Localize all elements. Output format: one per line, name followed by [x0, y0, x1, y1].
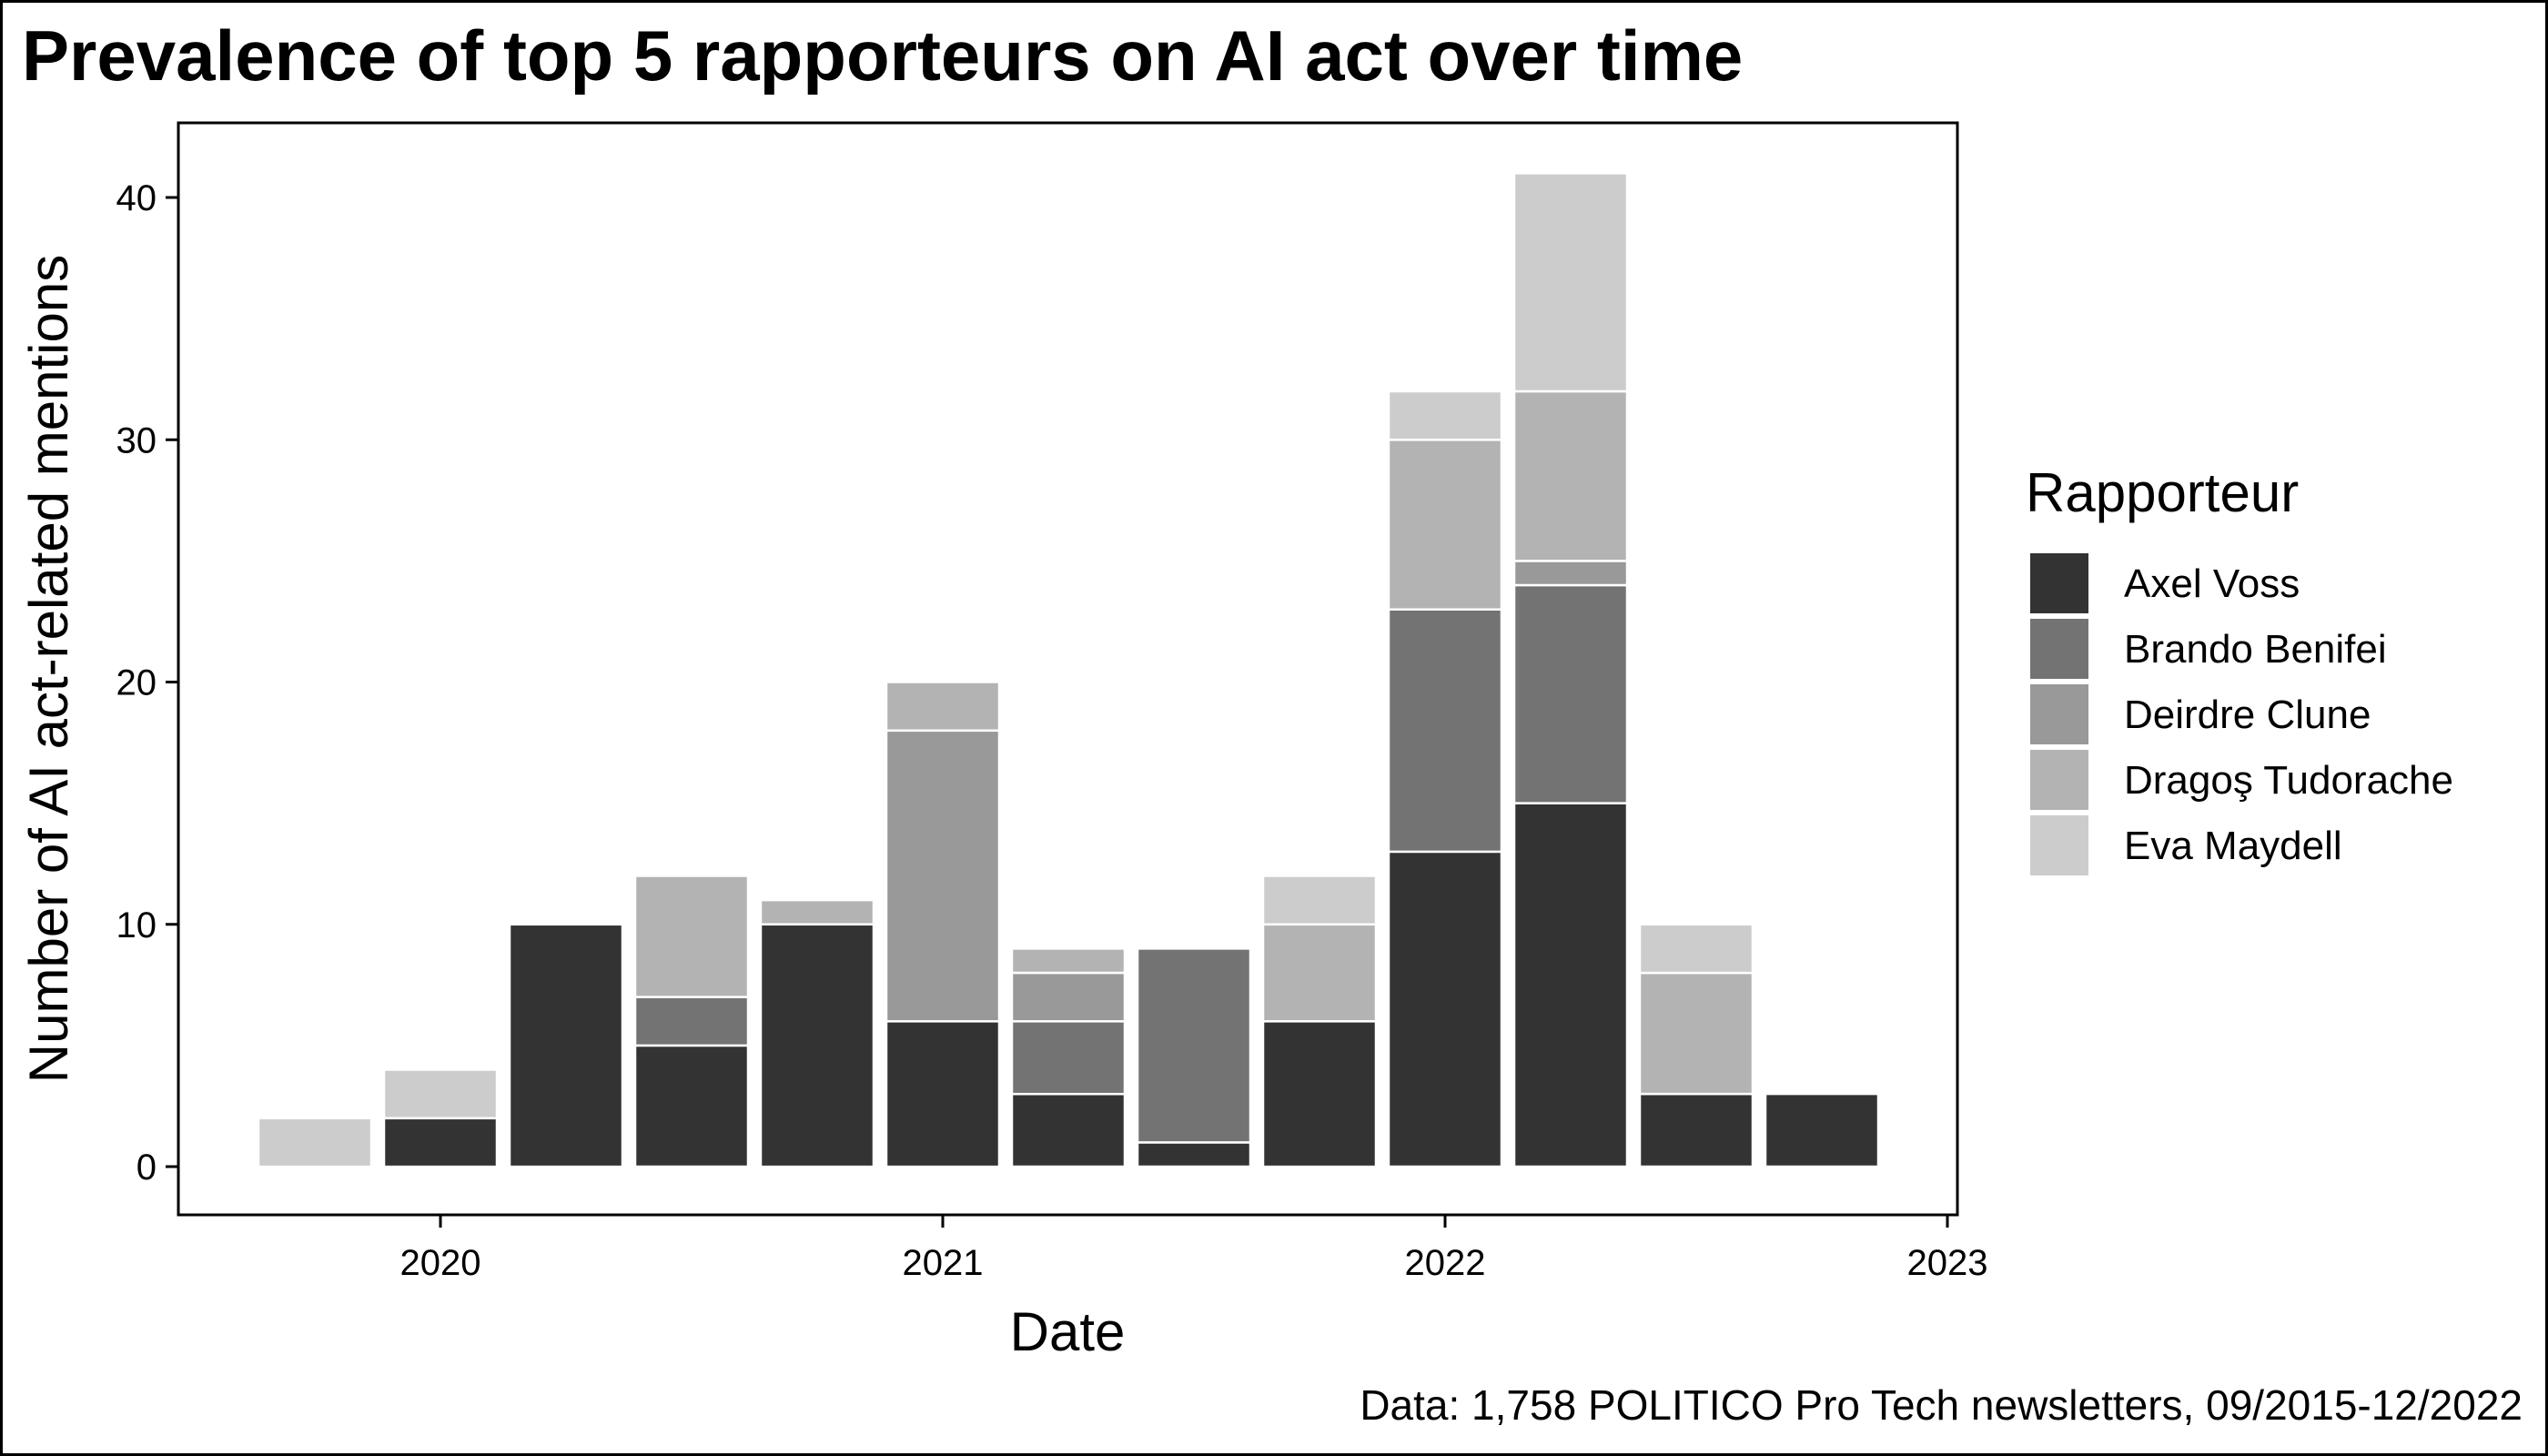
bar-segment-drago-tudorache-2021-q4 — [1261, 923, 1378, 1023]
bar-segment-deirdre-clune-2022-q2 — [1512, 560, 1629, 587]
bar-segment-axel-voss-2021-q1 — [885, 1020, 1001, 1168]
bar-segment-drago-tudorache-2022-q2 — [1512, 389, 1629, 562]
legend-label: Axel Voss — [2124, 561, 2300, 606]
x-tick-label: 2022 — [1405, 1243, 1486, 1283]
plot-panel — [177, 121, 1959, 1217]
legend-title: Rapporteur — [2026, 462, 2299, 523]
bar-segment-axel-voss-2020-q4 — [759, 923, 875, 1168]
y-axis-title: Number of AI act-related mentions — [18, 255, 79, 1083]
legend-label: Dragoş Tudorache — [2124, 758, 2453, 803]
y-tick-label: 40 — [116, 178, 157, 218]
bar-segment-eva-maydell-2021-q4 — [1261, 875, 1378, 926]
bar-segment-drago-tudorache-2022-q3 — [1638, 971, 1754, 1096]
y-tick-label: 20 — [116, 663, 157, 703]
legend-key-eva-maydell — [2028, 814, 2090, 877]
legend-key-axel-voss — [2028, 551, 2090, 615]
x-tick-label: 2021 — [903, 1243, 984, 1283]
bar-segment-drago-tudorache-2020-q4 — [759, 898, 875, 925]
x-axis: 2020 2021 2022 2023 — [400, 1215, 1988, 1283]
bar-segment-axel-voss-2022-q4 — [1764, 1092, 1880, 1168]
legend-key-brando-benifei — [2028, 617, 2090, 681]
x-axis-title: Date — [1010, 1301, 1126, 1362]
bar-segment-brando-benifei-2022-q2 — [1512, 583, 1629, 804]
legend-label: Eva Maydell — [2124, 824, 2342, 868]
legend-key-drago-tudorache — [2028, 748, 2090, 812]
bar-segment-eva-maydell-2022-q2 — [1512, 172, 1629, 393]
bar-segment-deirdre-clune-2021-q2 — [1010, 971, 1127, 1023]
data-caption: Data: 1,758 POLITICO Pro Tech newsletter… — [1360, 1381, 2523, 1429]
bar-segment-axel-voss-2021-q2 — [1010, 1092, 1127, 1168]
bar-segment-eva-maydell-2019-q4 — [257, 1117, 373, 1168]
y-tick-label: 0 — [136, 1148, 157, 1188]
bar-segment-axel-voss-2020-q3 — [633, 1044, 750, 1168]
bar-segment-axel-voss-2022-q3 — [1638, 1092, 1754, 1168]
bar-segment-brando-benifei-2021-q2 — [1010, 1020, 1127, 1096]
bar-segment-axel-voss-2021-q4 — [1261, 1020, 1378, 1168]
bar-segment-eva-maydell-2022-q1 — [1387, 389, 1503, 441]
chart-title: Prevalence of top 5 rapporteurs on AI ac… — [22, 15, 1743, 96]
x-tick-label: 2023 — [1907, 1243, 1988, 1283]
bars-layer — [257, 172, 1880, 1168]
bar-segment-brando-benifei-2021-q3 — [1136, 947, 1252, 1144]
bar-segment-eva-maydell-2020-q1 — [382, 1068, 499, 1120]
bar-segment-axel-voss-2021-q3 — [1136, 1141, 1252, 1168]
bar-segment-axel-voss-2022-q1 — [1387, 850, 1503, 1168]
bar-segment-drago-tudorache-2021-q1 — [885, 681, 1001, 733]
bar-segment-brando-benifei-2020-q3 — [633, 996, 750, 1047]
legend-label: Deirdre Clune — [2124, 693, 2371, 737]
bar-segment-drago-tudorache-2021-q2 — [1010, 947, 1127, 975]
bar-segment-axel-voss-2020-q2 — [508, 923, 624, 1168]
bar-segment-brando-benifei-2022-q1 — [1387, 608, 1503, 854]
x-tick-label: 2020 — [400, 1243, 481, 1283]
legend-label: Brando Benifei — [2124, 627, 2387, 672]
legend-key-deirdre-clune — [2028, 682, 2090, 746]
y-axis: 0 10 20 30 40 — [116, 178, 178, 1188]
bar-segment-drago-tudorache-2022-q1 — [1387, 439, 1503, 611]
y-tick-label: 30 — [116, 420, 157, 460]
bar-segment-axel-voss-2020-q1 — [382, 1117, 499, 1168]
bar-segment-deirdre-clune-2021-q1 — [885, 729, 1001, 1023]
legend: Axel Voss Brando Benifei Deirdre Clune Drag… — [2028, 551, 2453, 877]
bar-segment-eva-maydell-2022-q3 — [1638, 923, 1754, 975]
bar-segment-axel-voss-2022-q2 — [1512, 802, 1629, 1168]
y-tick-label: 10 — [116, 905, 157, 945]
bar-segment-drago-tudorache-2020-q3 — [633, 875, 750, 998]
